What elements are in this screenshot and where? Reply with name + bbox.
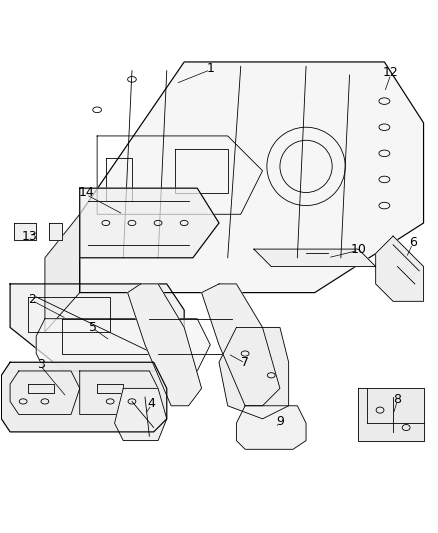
Text: 12: 12 bbox=[383, 66, 399, 79]
Polygon shape bbox=[254, 249, 376, 266]
Text: 6: 6 bbox=[409, 236, 417, 249]
Text: 9: 9 bbox=[276, 415, 284, 427]
Polygon shape bbox=[237, 406, 306, 449]
Polygon shape bbox=[49, 223, 62, 240]
Polygon shape bbox=[376, 236, 424, 301]
Polygon shape bbox=[80, 188, 219, 258]
Polygon shape bbox=[358, 389, 424, 441]
Polygon shape bbox=[45, 214, 80, 332]
Text: 3: 3 bbox=[37, 358, 45, 371]
Polygon shape bbox=[14, 223, 36, 240]
Text: 1: 1 bbox=[206, 62, 214, 75]
Text: 2: 2 bbox=[28, 293, 36, 305]
Polygon shape bbox=[10, 284, 184, 371]
Polygon shape bbox=[219, 327, 289, 419]
Text: 7: 7 bbox=[241, 356, 249, 369]
Polygon shape bbox=[115, 389, 167, 441]
Text: 10: 10 bbox=[350, 243, 366, 256]
Polygon shape bbox=[36, 319, 210, 371]
Text: 14: 14 bbox=[78, 186, 94, 199]
Text: 8: 8 bbox=[393, 393, 402, 406]
Text: 5: 5 bbox=[89, 321, 97, 334]
Polygon shape bbox=[127, 284, 201, 406]
Polygon shape bbox=[1, 362, 167, 432]
Text: 13: 13 bbox=[22, 230, 38, 243]
Polygon shape bbox=[201, 284, 280, 406]
Text: 4: 4 bbox=[148, 397, 155, 410]
Polygon shape bbox=[80, 62, 424, 293]
